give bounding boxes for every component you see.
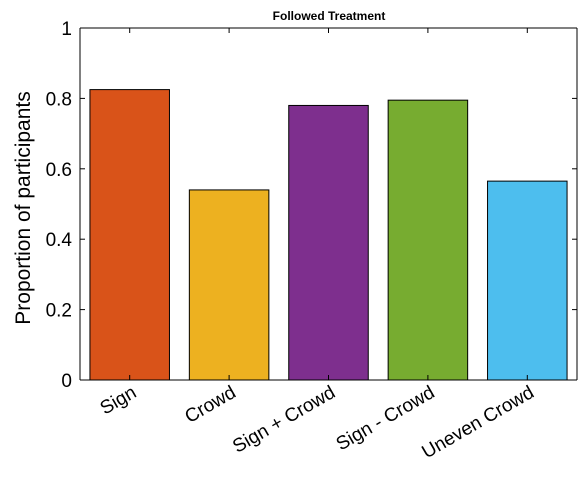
y-tick-label-4: 0.8 [46, 89, 72, 110]
category-label-2: Sign + Crowd [229, 382, 339, 457]
bars-layer [89, 89, 568, 381]
y-tick-label-0: 0 [61, 371, 72, 392]
category-label-0: Sign [97, 382, 140, 419]
ticks-layer: 0 0.2 0.4 0.6 0.8 1 [46, 19, 577, 392]
bar-0 [89, 89, 170, 381]
y-tick-label-1: 0.2 [46, 301, 72, 322]
y-axis-label: Proportion of participants [12, 91, 35, 324]
bar-2 [288, 104, 369, 381]
bar-1 [188, 189, 270, 381]
category-label-4: Uneven Crowd [418, 382, 537, 463]
y-tick-label-3: 0.6 [46, 160, 72, 181]
bar-4 [487, 180, 568, 381]
bar-3 [387, 99, 469, 381]
y-tick-label-5: 1 [61, 19, 72, 40]
chart-title: Followed Treatment [273, 9, 386, 23]
category-label-1: Crowd [182, 382, 240, 428]
y-tick-label-2: 0.4 [46, 230, 73, 251]
